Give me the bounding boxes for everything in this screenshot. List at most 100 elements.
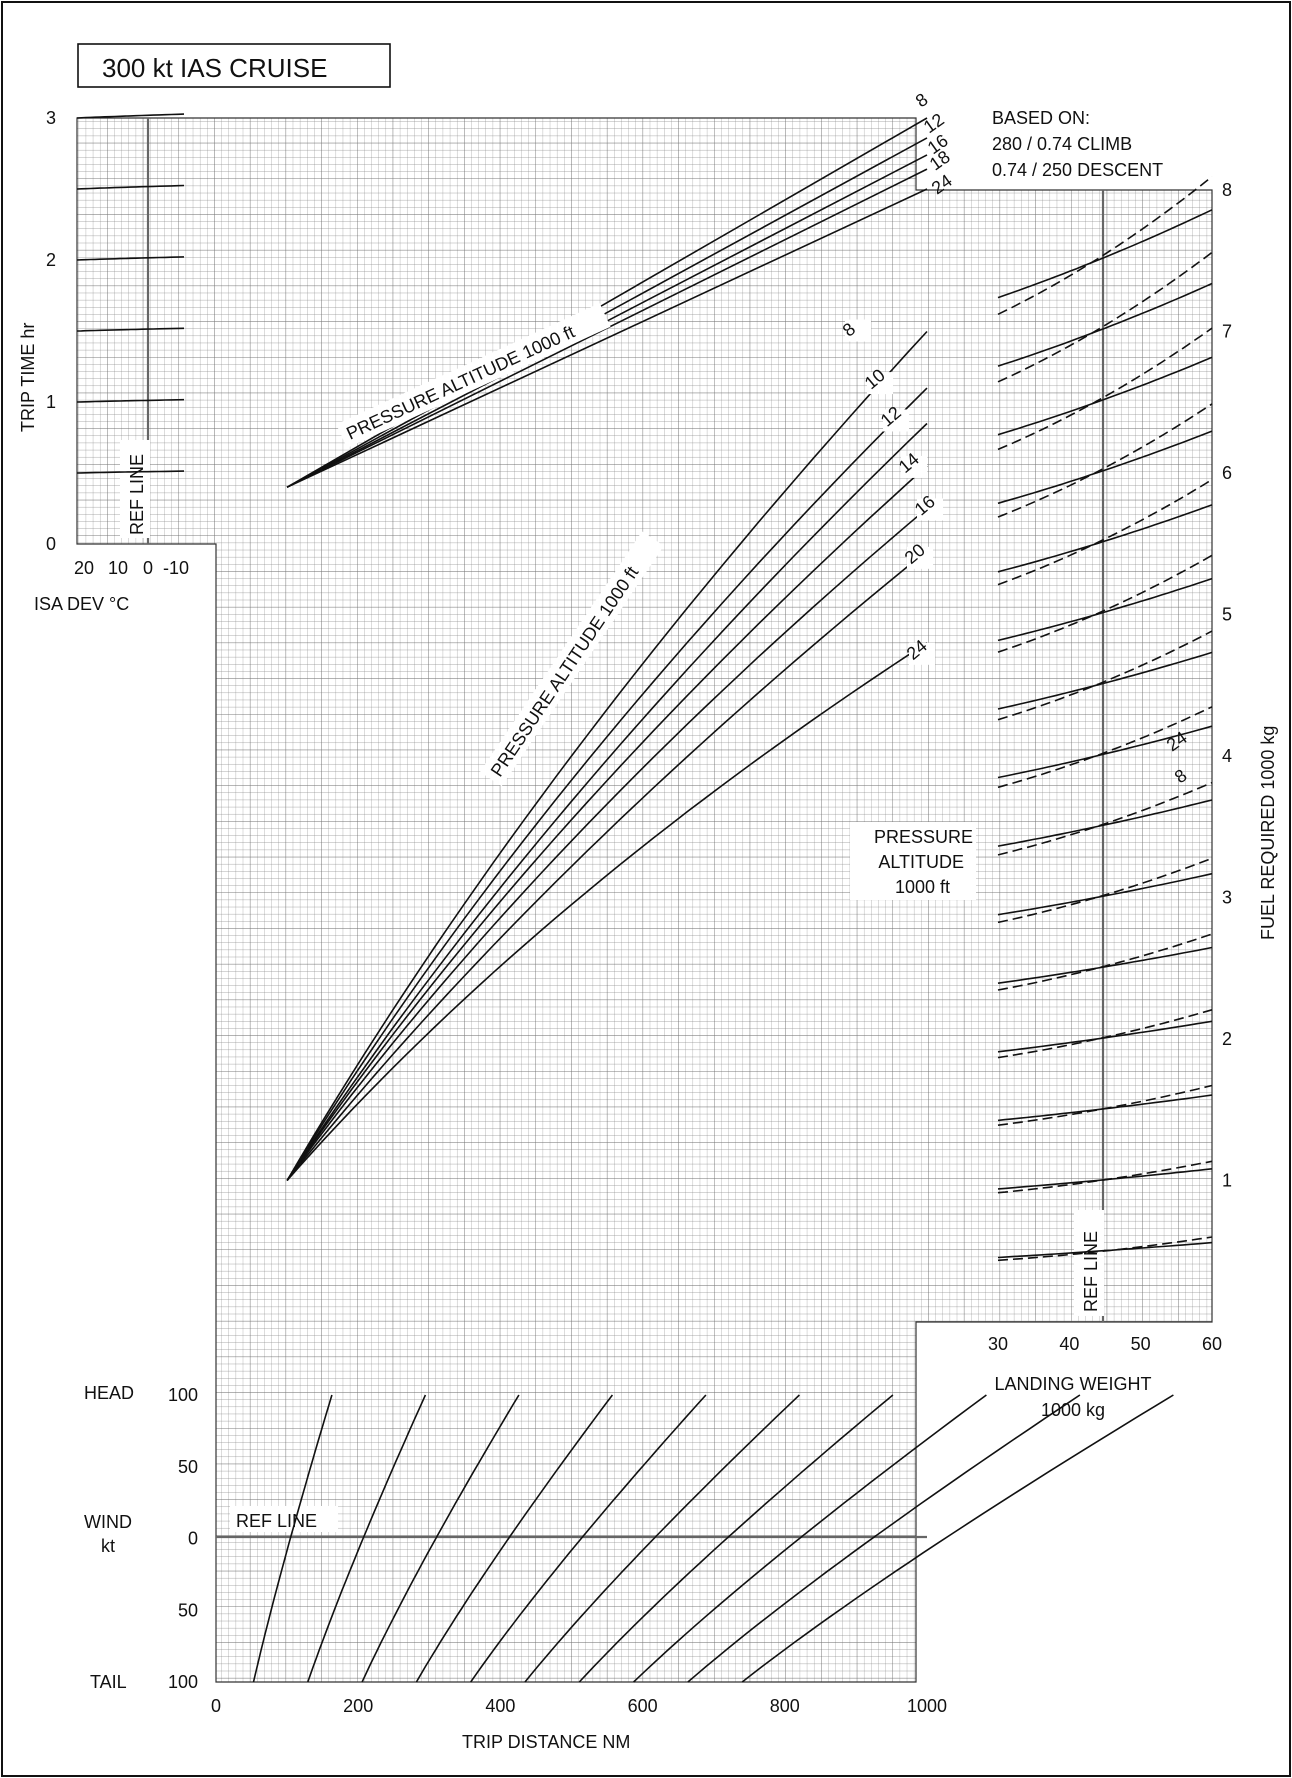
fuel-series-label-bg-24 (909, 642, 935, 665)
isa-dev-tick-label: 10 (108, 558, 128, 578)
lw-ref-line-label: REF LINE (1081, 1231, 1101, 1312)
fuel-curve-24 (286, 642, 928, 1182)
wind-guide-line (470, 1394, 707, 1683)
fuel-curve-20 (286, 550, 928, 1181)
lw-guide-solid (997, 577, 1213, 642)
trip-time-axis-title: TRIP TIME hr (18, 323, 38, 432)
lw-guide-solid (997, 504, 1213, 573)
fuel-curve-14 (286, 465, 928, 1181)
based-on-line-2: 280 / 0.74 CLIMB (992, 134, 1132, 154)
wind-guide-line (741, 1394, 1174, 1683)
wind-title-2: kt (101, 1536, 115, 1556)
lw-guide-dashed (997, 251, 1213, 383)
x-tick-label: 0 (211, 1696, 221, 1716)
isa-guide-line (76, 113, 185, 119)
lw-guide-dashed (997, 1236, 1213, 1262)
fuel-curve-8 (286, 330, 928, 1181)
wind-tail-label: TAIL (90, 1672, 127, 1692)
lw-guide-dashed (997, 1160, 1213, 1194)
fuel-tick-label: 1 (1222, 1171, 1232, 1191)
title-box: 300 kt IAS CRUISE (77, 43, 391, 88)
wind-tick-label: 100 (168, 1672, 198, 1692)
lw-guide-solid (997, 282, 1213, 367)
fuel-tick-label: 5 (1222, 605, 1232, 625)
wind-ref-line-label: REF LINE (236, 1511, 317, 1531)
landing-weight-tick-label: 30 (988, 1334, 1008, 1354)
lw-guide-dashed (997, 706, 1213, 789)
wind-tick-label: 50 (178, 1457, 198, 1477)
trip-time-tick-label: 2 (46, 250, 56, 270)
wind-guide-line (307, 1394, 427, 1683)
wind-guide-line (524, 1394, 800, 1683)
isa-ref-line-label-group: REF LINE (120, 440, 150, 538)
fuel-tick-label: 3 (1222, 888, 1232, 908)
grid-border (76, 117, 1213, 1683)
lw-guide-dashed (997, 403, 1213, 518)
based-on-line-3: 0.74 / 250 DESCENT (992, 160, 1163, 180)
based-on-block: BASED ON: 280 / 0.74 CLIMB 0.74 / 250 DE… (985, 100, 1205, 188)
wind-ref-line-label-group: REF LINE (230, 1506, 338, 1532)
lw-guide-dashed (997, 1009, 1213, 1059)
x-tick-label: 400 (485, 1696, 515, 1716)
isa-guide-line (76, 256, 185, 261)
wind-tick-label: 50 (178, 1600, 198, 1620)
fuel-curve-16 (286, 507, 928, 1181)
isa-dev-tick-label: 0 (143, 558, 153, 578)
fuel-curve-10 (286, 387, 928, 1181)
lw-guide-dashed (997, 327, 1213, 451)
landing-weight-tick-label: 40 (1059, 1334, 1079, 1354)
landing-weight-tick-label: 60 (1202, 1334, 1222, 1354)
x-tick-label: 200 (343, 1696, 373, 1716)
x-tick-label: 600 (628, 1696, 658, 1716)
wind-guide-line (361, 1394, 520, 1683)
x-tick-label: 1000 (907, 1696, 947, 1716)
lw-guide-dashed (997, 554, 1213, 653)
fuel-series-label-bg-10 (867, 372, 893, 395)
trip-time-curve-24 (286, 188, 928, 488)
fuel-tick-label: 7 (1222, 322, 1232, 342)
fuel-tick-label: 2 (1222, 1029, 1232, 1049)
lw-guide-solid (997, 872, 1213, 916)
wind-guide-lines (252, 1394, 1174, 1683)
lw-pa-line-2: ALTITUDE (878, 852, 964, 872)
landing-weight-title-2: 1000 kg (1041, 1400, 1105, 1420)
lw-guide-solid (997, 356, 1213, 436)
isa-guide-line (76, 327, 185, 332)
fuel-series-label-bg-8 (845, 319, 871, 342)
wind-title-1: WIND (84, 1512, 132, 1532)
wind-guide-line (252, 1394, 333, 1683)
wind-tick-label: 0 (188, 1529, 198, 1549)
lw-guide-dashed (997, 1084, 1213, 1126)
lw-guide-dashed (997, 478, 1213, 586)
lw-guide-dashed (997, 781, 1213, 856)
lw-guide-solid (997, 799, 1213, 847)
based-on-line-1: BASED ON: (992, 108, 1090, 128)
fuel-tick-label: 4 (1222, 746, 1232, 766)
fuel-tick-label: 6 (1222, 463, 1232, 483)
wind-guide-line (578, 1394, 894, 1683)
wind-tick-label: 100 (168, 1385, 198, 1405)
wind-guide-line (633, 1394, 987, 1683)
lw-guide-dashed (997, 630, 1213, 721)
lw-guide-dashed (997, 175, 1213, 316)
landing-weight-tick-label: 50 (1131, 1334, 1151, 1354)
fuel-series-label-bg-16 (917, 498, 943, 521)
isa-dev-axis-title: ISA DEV °C (34, 594, 129, 614)
lw-guide-solid (997, 430, 1213, 505)
trip-time-curve-12 (286, 137, 928, 488)
isa-guide-line (76, 470, 185, 474)
isa-dev-tick-label: 20 (74, 558, 94, 578)
wind-guide-line (415, 1394, 614, 1683)
fuel-curve-12 (286, 422, 928, 1181)
fuel-tick-label: 8 (1222, 180, 1232, 200)
lw-guide-solid (997, 209, 1213, 299)
x-axis-title: TRIP DISTANCE NM (462, 1732, 630, 1752)
fuel-series-label-bg-20 (907, 546, 933, 569)
trip-time-tick-label: 0 (46, 534, 56, 554)
lw-guide-dashed (997, 857, 1213, 924)
chart-title: 300 kt IAS CRUISE (102, 53, 327, 83)
lw-guide-solid (997, 725, 1213, 779)
